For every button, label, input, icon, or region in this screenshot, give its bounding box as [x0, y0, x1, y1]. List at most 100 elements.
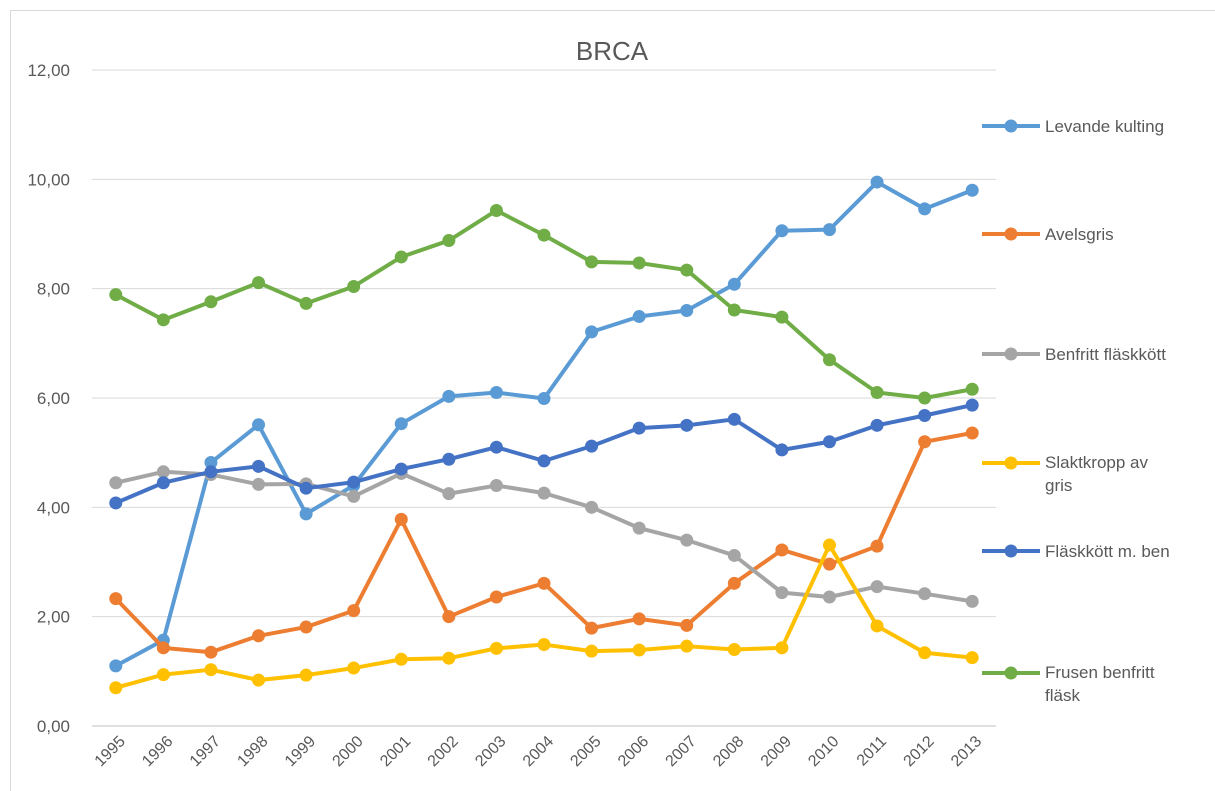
data-point [680, 418, 694, 432]
y-tick-label: 0,00 [37, 717, 70, 736]
data-point [727, 412, 741, 426]
data-point [918, 435, 932, 449]
data-point [585, 621, 599, 635]
data-point [394, 417, 408, 431]
data-point [204, 465, 218, 479]
data-point [489, 641, 503, 655]
data-point [965, 594, 979, 608]
data-point [918, 587, 932, 601]
data-point [489, 440, 503, 454]
data-point [632, 256, 646, 270]
data-point [299, 296, 313, 310]
y-tick-label: 4,00 [37, 498, 70, 517]
data-point [442, 487, 456, 501]
legend-marker [1004, 456, 1018, 470]
data-point [252, 629, 266, 643]
data-point [680, 533, 694, 547]
legend-marker [1004, 227, 1018, 241]
y-tick-label: 2,00 [37, 608, 70, 627]
data-point [680, 618, 694, 632]
data-point [680, 263, 694, 277]
data-point [204, 645, 218, 659]
y-tick-label: 8,00 [37, 280, 70, 299]
data-point [156, 668, 170, 682]
data-point [965, 651, 979, 665]
chart-title: BRCA [576, 36, 649, 66]
data-point [537, 638, 551, 652]
data-point [775, 543, 789, 557]
data-point [109, 476, 123, 490]
data-point [252, 276, 266, 290]
data-point [870, 418, 884, 432]
data-point [680, 639, 694, 653]
data-point [109, 681, 123, 695]
data-point [489, 386, 503, 400]
data-point [870, 580, 884, 594]
data-point [822, 557, 836, 571]
data-point [585, 439, 599, 453]
data-point [822, 435, 836, 449]
data-point [680, 304, 694, 318]
data-point [585, 500, 599, 514]
data-point [870, 175, 884, 189]
data-point [965, 426, 979, 440]
data-point [204, 295, 218, 309]
y-tick-label: 10,00 [27, 170, 70, 189]
y-tick-label: 12,00 [27, 61, 70, 80]
data-point [252, 418, 266, 432]
data-point [727, 548, 741, 562]
data-point [585, 255, 599, 269]
data-point [109, 659, 123, 673]
data-point [822, 353, 836, 367]
data-point [347, 661, 361, 675]
data-point [632, 310, 646, 324]
legend-label: Slaktkropp av gris [1045, 453, 1148, 495]
data-point [537, 392, 551, 406]
data-point [252, 459, 266, 473]
data-point [775, 641, 789, 655]
data-point [156, 641, 170, 655]
data-point [632, 643, 646, 657]
data-point [489, 478, 503, 492]
legend-marker [1004, 347, 1018, 361]
data-point [299, 481, 313, 495]
data-point [775, 586, 789, 600]
legend-label: Levande kulting [1045, 116, 1165, 136]
data-point [965, 398, 979, 412]
data-point [727, 576, 741, 590]
data-point [537, 486, 551, 500]
data-point [442, 452, 456, 466]
data-point [870, 386, 884, 400]
data-point [918, 391, 932, 405]
legend-label: Frusen benfritt fläsk [1045, 663, 1155, 705]
data-point [347, 604, 361, 618]
data-point [727, 303, 741, 317]
legend-label: Avelsgris [1045, 224, 1114, 244]
data-point [394, 462, 408, 476]
chart-frame [10, 10, 1215, 791]
data-point [965, 183, 979, 197]
data-point [775, 224, 789, 238]
data-point [965, 382, 979, 396]
data-point [537, 454, 551, 468]
data-point [727, 277, 741, 291]
data-point [442, 234, 456, 248]
data-point [918, 646, 932, 660]
data-point [299, 668, 313, 682]
data-point [585, 325, 599, 339]
data-point [632, 521, 646, 535]
legend-label: Benfritt fläskkött [1045, 344, 1166, 364]
data-point [204, 456, 218, 470]
y-tick-label: 6,00 [37, 389, 70, 408]
data-point [775, 310, 789, 324]
data-point [870, 539, 884, 553]
data-point [822, 590, 836, 604]
legend-marker [1004, 666, 1018, 680]
data-point [204, 663, 218, 677]
data-point [156, 313, 170, 327]
data-point [442, 610, 456, 624]
data-point [727, 642, 741, 656]
data-point [109, 592, 123, 606]
